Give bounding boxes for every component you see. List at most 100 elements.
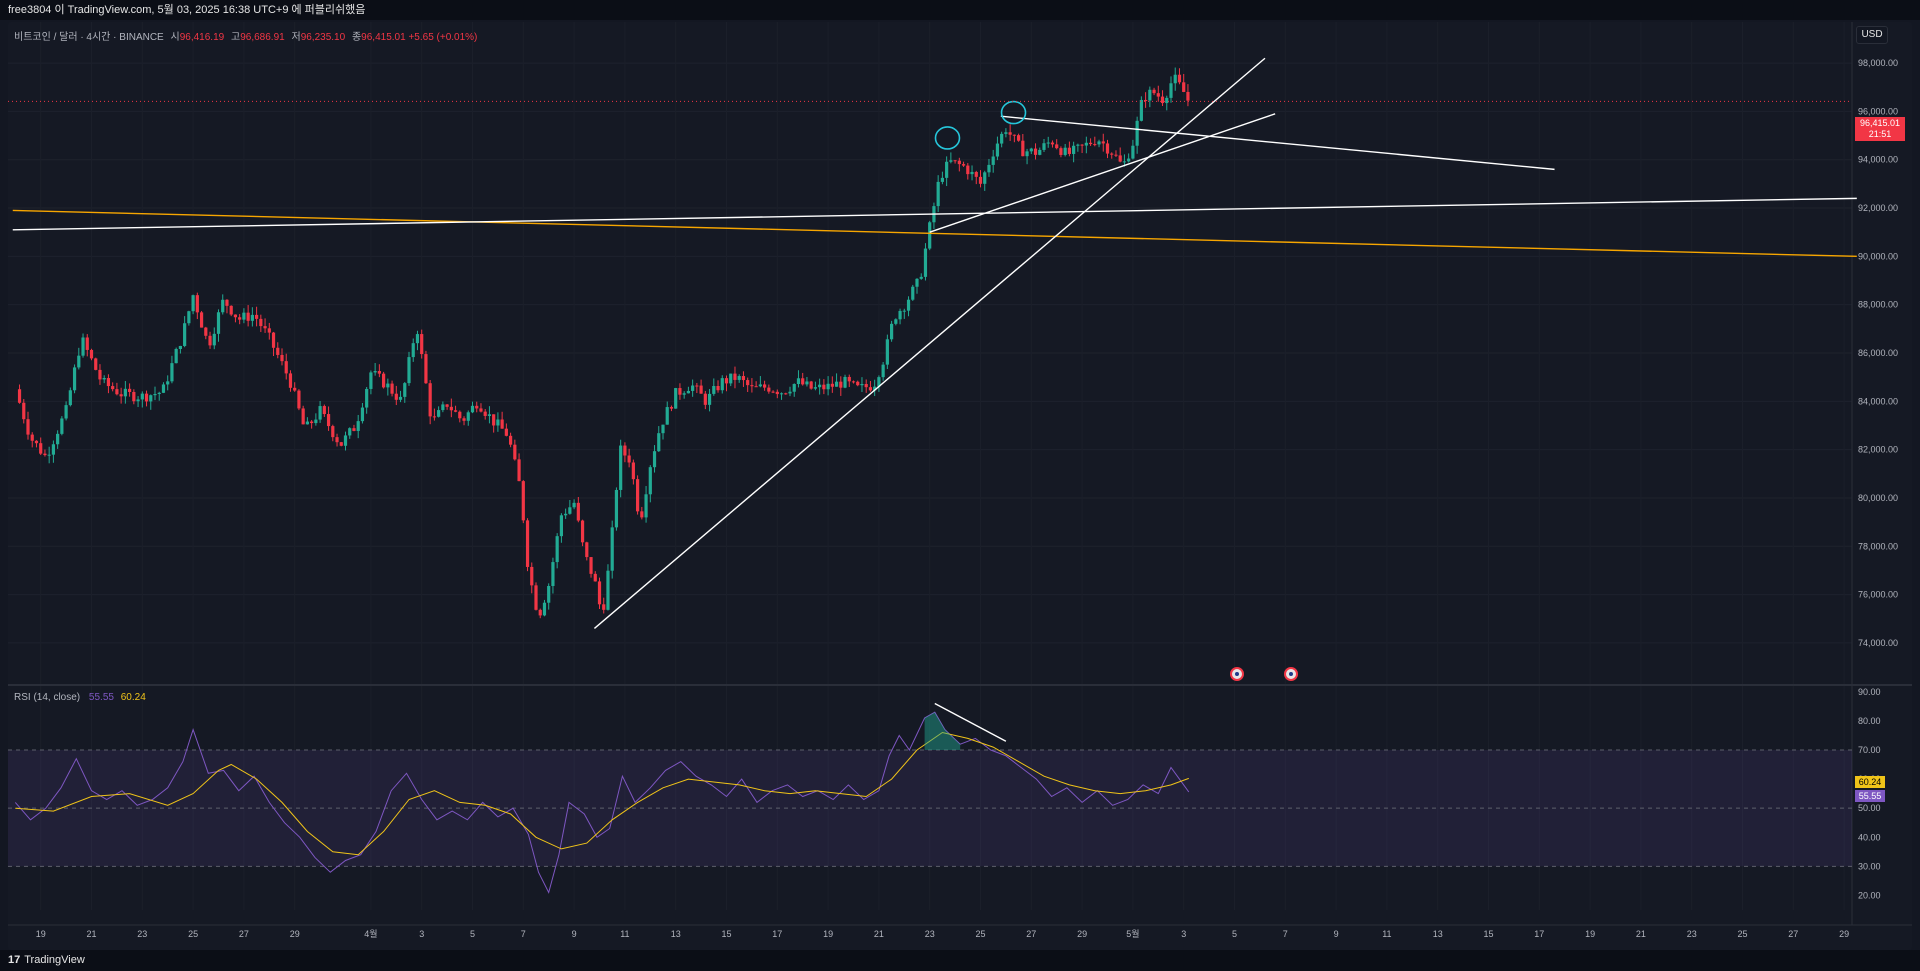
publisher-bar: free3804 이 TradingView.com, 5월 03, 2025 … (0, 0, 1920, 20)
candle-body (339, 442, 343, 446)
candle-body (860, 383, 864, 386)
candle-body (856, 381, 860, 386)
candle-body (610, 527, 614, 571)
candle-body (873, 386, 877, 391)
rsi-legend[interactable]: RSI (14, close) 55.55 60.24 (14, 692, 146, 703)
candle-body (242, 312, 246, 320)
candle-body (39, 443, 43, 454)
candle-body (267, 328, 271, 333)
price-tick-label: 78,000.00 (1858, 541, 1898, 551)
candle-body (538, 609, 542, 616)
candle-body (1042, 143, 1046, 150)
candle-body (1004, 132, 1008, 134)
candle-body (420, 334, 424, 355)
candle-body (695, 385, 699, 387)
candle-body (763, 384, 767, 388)
candle-body (280, 354, 284, 362)
chart-area[interactable] (8, 22, 1912, 950)
candle-body (1055, 144, 1059, 149)
candle-body (661, 424, 665, 434)
time-tick-label: 5 (1232, 929, 1237, 939)
candle-body (403, 383, 407, 397)
last-price-label: 96,415.01 21:51 (1855, 117, 1905, 141)
candle-body (1046, 142, 1050, 144)
candle-body (589, 557, 593, 574)
price-tick-label: 76,000.00 (1858, 590, 1898, 600)
economic-event-icon[interactable] (1230, 667, 1244, 681)
time-tick-label: 29 (1077, 929, 1087, 939)
candle-body (868, 387, 873, 391)
candle-body (479, 408, 483, 412)
time-tick-label: 19 (1585, 929, 1595, 939)
candle-body (644, 494, 648, 518)
price-tick-label: 98,000.00 (1858, 58, 1898, 68)
candle-body (1152, 89, 1156, 94)
candle-body (271, 332, 276, 348)
candle-body (995, 143, 1000, 157)
candle-body (580, 520, 585, 543)
candle-body (741, 376, 746, 381)
trend-line (593, 57, 1266, 629)
candle-body (631, 462, 635, 480)
rsi-ma-line (15, 731, 1189, 856)
candle-body (593, 573, 597, 582)
close-label: 종 (351, 32, 362, 43)
candle-body (906, 299, 911, 311)
candle-body (390, 383, 394, 394)
price-tick-label: 80,000.00 (1858, 493, 1898, 503)
highlight-circle (1000, 100, 1027, 125)
candle-body (991, 156, 995, 165)
candle-body (606, 570, 610, 610)
trend-line (1000, 115, 1555, 171)
candle-body (72, 367, 77, 391)
time-tick-label: 15 (1483, 929, 1493, 939)
candle-body (602, 604, 606, 610)
candle-body (68, 390, 72, 406)
candle-body (140, 393, 144, 400)
candle-body (331, 426, 335, 438)
candle-body (1025, 151, 1029, 157)
candle-body (441, 404, 445, 411)
time-tick-label: 21 (1636, 929, 1646, 939)
economic-event-icon[interactable] (1284, 667, 1298, 681)
candle-body (775, 391, 779, 395)
trend-line (929, 113, 1276, 233)
candle-body (729, 373, 733, 384)
candle-body (238, 317, 242, 320)
candle-body (445, 404, 449, 407)
candle-body (1012, 134, 1016, 136)
candle-body (1110, 153, 1114, 155)
currency-button[interactable]: USD (1856, 26, 1888, 44)
candle-body (1144, 99, 1148, 101)
rsi-tick-label: 70.00 (1858, 745, 1881, 755)
candle-body (504, 428, 508, 436)
candle-body (250, 314, 254, 321)
time-tick-label: 7 (521, 929, 526, 939)
candle-body (750, 385, 754, 387)
candle-body (1122, 161, 1127, 163)
candle-body (483, 411, 487, 416)
candle-body (758, 384, 762, 387)
candle-body (407, 357, 411, 384)
candle-body (470, 405, 475, 413)
candle-body (314, 419, 318, 424)
time-tick-label: 27 (1788, 929, 1798, 939)
candle-body (517, 459, 521, 482)
candle-body (1097, 141, 1101, 145)
publisher-text: free3804 이 TradingView.com, 5월 03, 2025 … (8, 4, 366, 16)
candle-body (1067, 147, 1071, 154)
candle-body (665, 407, 669, 425)
candle-body (564, 513, 568, 516)
candle-body (771, 391, 775, 393)
candle-body (953, 160, 957, 162)
candle-body (597, 581, 602, 605)
candle-body (398, 396, 403, 400)
candle-body (128, 388, 132, 392)
brand-name[interactable]: TradingView (24, 954, 85, 966)
candle-body (805, 381, 809, 385)
low-value: 96,235.10 (300, 32, 346, 43)
rsi-tick-label: 90.00 (1858, 687, 1881, 697)
candle-body (64, 405, 68, 419)
candle-body (1000, 133, 1004, 144)
